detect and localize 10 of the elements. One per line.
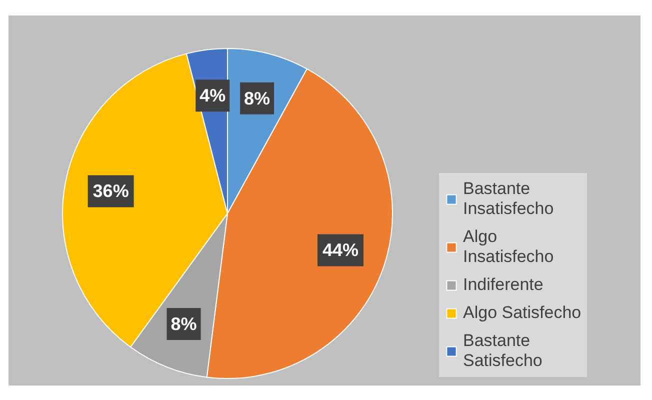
data-label: 44% [322,240,359,260]
data-label: 4% [200,86,226,106]
legend-label: Algo Insatisfecho [463,227,554,267]
legend-label: Bastante Insatisfecho [463,179,554,219]
legend-label: Bastante Satisfecho [463,331,542,371]
data-label: 8% [170,314,197,334]
data-label: 36% [92,181,129,202]
data-label: 8% [244,88,270,108]
legend-label: Algo Satisfecho [463,303,582,323]
legend-label: Indiferente [463,275,544,295]
